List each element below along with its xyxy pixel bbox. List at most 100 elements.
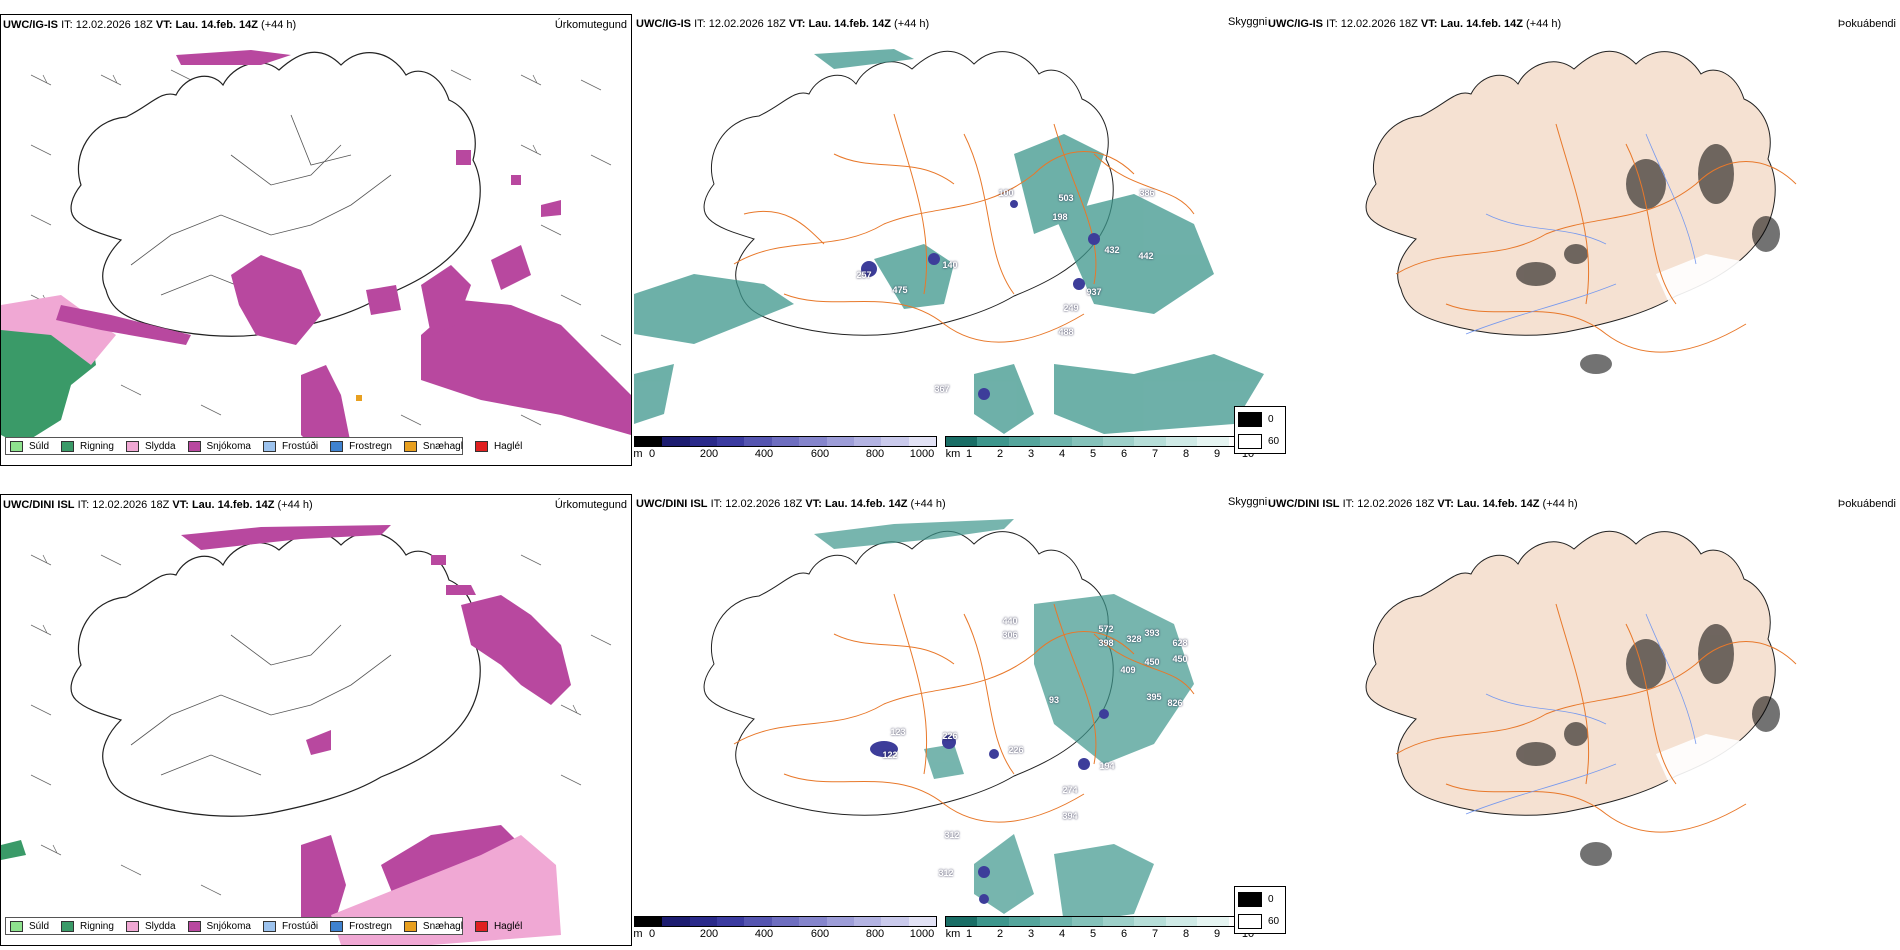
height-tick: 0 <box>648 448 656 460</box>
fog-legend: 0 60 <box>1234 886 1286 934</box>
height-tick: 0 <box>648 928 656 940</box>
visibility-colorbar: km 1 2 3 4 5 6 7 8 9 10 <box>945 916 1261 941</box>
fog-cell <box>1564 722 1588 746</box>
low-vis-area <box>974 834 1034 914</box>
visibility-map <box>703 519 1195 924</box>
visibility-map <box>634 49 1264 434</box>
cloud-base-label: 826 <box>1167 698 1183 708</box>
white-fog-area <box>1656 254 1766 324</box>
cloud-base-label: 122 <box>882 750 898 760</box>
precip-type-legend: Súld Rigning Slydda Snjókoma Frostúði Fr… <box>5 917 522 935</box>
cloud-base-label: 198 <box>1052 212 1068 222</box>
fog-map <box>1365 50 1797 374</box>
field-label: Þokuábendi <box>1837 18 1896 30</box>
snow-area-2 <box>421 300 631 435</box>
legend-swatch <box>61 920 75 932</box>
snow-area-1 <box>461 595 571 705</box>
fog-cell <box>1626 639 1666 689</box>
vis-tick: 5 <box>1089 928 1097 940</box>
legend-item: Rigning <box>61 920 114 932</box>
height-tick: 800 <box>865 928 885 940</box>
visibility-panel-r1: UWC/IG-IS IT: 12.02.2026 18Z VT: Lau. 14… <box>633 14 1267 466</box>
vis-tick: 7 <box>1151 448 1159 460</box>
fog-cell <box>1580 842 1612 866</box>
precip-map <box>1 50 631 455</box>
panel-title: UWC/DINI ISL IT: 12.02.2026 18Z VT: Lau.… <box>1268 498 1578 510</box>
legend-item: Snæhagl <box>403 920 463 932</box>
fog-legend-item: 0 <box>1238 889 1282 909</box>
vis-tick: 8 <box>1182 928 1190 940</box>
legend-swatch <box>262 440 276 452</box>
cloud-base-label: 440 <box>1002 616 1018 626</box>
legend-swatch <box>403 920 417 932</box>
fog-cell <box>1516 742 1556 766</box>
legend-swatch <box>125 440 139 452</box>
height-tick: 1000 <box>909 448 935 460</box>
fog-cell <box>1752 216 1780 252</box>
cloud-base-label: 194 <box>1099 761 1115 771</box>
low-vis-area <box>1054 844 1154 924</box>
legend-swatch <box>403 440 417 452</box>
sleet-area <box>1 295 116 365</box>
legend-swatch <box>330 920 344 932</box>
snow-area-5 <box>431 555 476 595</box>
fog-swatch <box>1238 913 1262 929</box>
snow-area-6 <box>176 50 291 65</box>
legend-item: Snjókoma <box>187 440 251 452</box>
legend-swatch <box>10 440 23 452</box>
field-label: Skyggni <box>1228 496 1268 508</box>
fog-cell <box>1752 696 1780 732</box>
fog-cell <box>1698 624 1734 684</box>
legend-item: Slydda <box>125 440 176 452</box>
rain-area <box>1 840 26 860</box>
cloud-base-label: 409 <box>1120 665 1136 675</box>
vis-tick: 9 <box>1213 928 1221 940</box>
low-vis-area <box>974 364 1034 434</box>
panel-title: UWC/IG-IS IT: 12.02.2026 18Z VT: Lau. 14… <box>3 19 297 31</box>
cloud-base-label: 226 <box>1008 745 1024 755</box>
vis-unit: km <box>945 448 961 460</box>
snow-area-4 <box>421 265 471 335</box>
low-vis-area <box>814 519 1014 549</box>
legend-item: Rigning <box>61 440 114 452</box>
snow-area-3 <box>301 835 346 935</box>
cloud-base-label: 488 <box>1058 327 1074 337</box>
visibility-panel-r2: UWC/DINI ISL IT: 12.02.2026 18Z VT: Lau.… <box>633 494 1268 946</box>
cloud-base-label: 312 <box>944 830 960 840</box>
legend-item: Frostúði <box>262 920 318 932</box>
height-tick: 600 <box>810 928 830 940</box>
vis-unit: km <box>945 928 961 940</box>
height-tick: 400 <box>754 448 774 460</box>
cloud-base-label: 432 <box>1104 245 1120 255</box>
legend-swatch <box>330 440 344 452</box>
snow-area-8 <box>491 245 531 290</box>
height-tick: 600 <box>810 448 830 460</box>
panel-title: UWC/DINI ISL IT: 12.02.2026 18Z VT: Lau.… <box>636 498 946 510</box>
legend-swatch <box>125 920 139 932</box>
fog-swatch <box>1238 411 1262 427</box>
fog-cell <box>1580 354 1612 374</box>
cloud-base-label: 100 <box>998 188 1014 198</box>
height-tick: 200 <box>699 928 719 940</box>
visibility-cells <box>945 436 1261 447</box>
cloud-base-label: 503 <box>1058 193 1074 203</box>
cloud-base-label: 140 <box>942 260 958 270</box>
snow-area-7 <box>366 285 401 315</box>
vis-tick: 2 <box>996 448 1004 460</box>
legend-item: Súld <box>10 440 49 452</box>
snow-area-9 <box>456 150 561 217</box>
height-cells <box>634 916 937 927</box>
panel-title: UWC/DINI ISL IT: 12.02.2026 18Z VT: Lau.… <box>3 499 313 511</box>
fog-legend-item: 60 <box>1238 911 1282 931</box>
cloud-base-label: 306 <box>1002 630 1018 640</box>
vis-tick: 4 <box>1058 448 1066 460</box>
cloud-base-label: 328 <box>1126 634 1142 644</box>
cloud-base-label: 394 <box>1062 811 1078 821</box>
panel-title: UWC/IG-IS IT: 12.02.2026 18Z VT: Lau. 14… <box>1268 18 1562 30</box>
cloud-base-label: 312 <box>938 868 954 878</box>
legend-swatch <box>187 920 201 932</box>
legend-item: Snæhagl <box>403 440 463 452</box>
vis-tick: 3 <box>1027 448 1035 460</box>
vis-tick: 5 <box>1089 448 1097 460</box>
vis-tick: 2 <box>996 928 1004 940</box>
